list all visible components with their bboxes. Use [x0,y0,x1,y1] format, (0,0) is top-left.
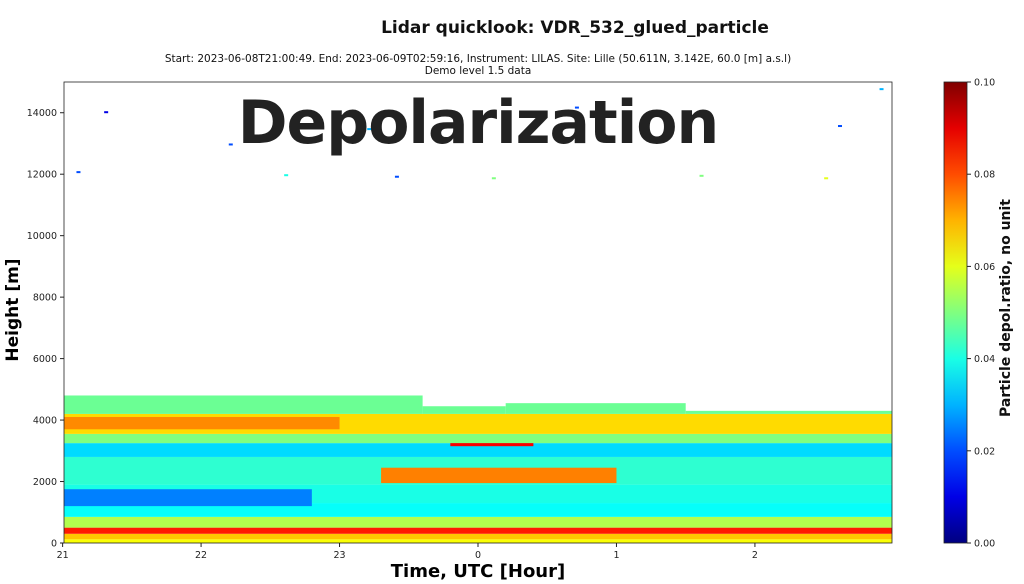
heatmap-layer [685,410,892,414]
heatmap-layer [64,416,340,430]
heatmap-point [699,174,704,177]
heatmap-point [394,175,399,178]
chart-subtitle-2: Demo level 1.5 data [424,65,532,77]
heatmap-point [824,177,829,180]
y-tick-label: 2000 [33,477,57,488]
heatmap-point [228,143,233,146]
colorbar [943,81,968,544]
colorbar-tick-label: 0.08 [974,170,995,181]
heatmap-point [76,171,81,174]
heatmap-layer [64,433,892,444]
heatmap-point [104,111,109,114]
heatmap-layer [64,489,312,507]
y-tick-label: 12000 [27,170,57,181]
heatmap-layer [64,443,892,457]
colorbar-label: Particle depol.ratio, no unit [998,199,1014,418]
heatmap-layer [381,467,617,484]
x-tick-label: 1 [613,550,619,561]
heatmap-point [367,128,372,131]
heatmap-layer [64,395,423,414]
heatmap-layer [64,516,892,528]
y-tick-label: 0 [51,539,57,550]
x-axis-label: Time, UTC [Hour] [390,561,566,582]
colorbar-axis: 0.00 0.02 0.04 0.06 0.08 0.10 [967,78,995,550]
x-tick-label: 23 [333,550,345,561]
y-tick-label: 10000 [27,231,57,242]
y-tick-label: 8000 [33,293,57,304]
axes: 21 22 23 0 1 2 0 2000 4000 6000 8000 10000 12000 1400… [27,108,758,561]
heatmap-point [491,177,496,180]
heatmap-layer [64,533,892,540]
chart-subtitle: Start: 2023-06-08T21:00:49. End: 2023-06… [164,53,792,65]
x-tick-label: 2 [752,550,758,561]
heatmap-layer [422,406,506,414]
y-tick-label: 4000 [33,416,57,427]
x-tick-label: 0 [475,550,481,561]
chart-title: Lidar quicklook: VDR_532_glued_particle [381,18,769,38]
watermark-text: Depolarization [237,88,719,158]
y-tick-label: 14000 [27,108,57,119]
heatmap-layer [64,527,892,534]
heatmap-point [838,125,842,128]
heatmap-point [284,174,289,177]
heatmap-area [64,88,892,543]
heatmap-layer [64,539,892,543]
heatmap-layer [505,403,686,414]
colorbar-tick-label: 0.02 [974,446,995,457]
y-tick-label: 6000 [33,354,57,365]
x-tick-label: 21 [57,550,69,561]
heatmap-point [879,88,884,91]
y-axis-label: Height [m] [3,258,23,362]
heatmap-layer [64,503,892,517]
colorbar-tick-label: 0.06 [974,262,995,273]
colorbar-tick-label: 0.04 [974,354,995,365]
colorbar-tick-label: 0.10 [974,78,995,89]
heatmap-point [574,106,579,109]
colorbar-tick-label: 0.00 [974,539,995,550]
x-tick-label: 22 [195,550,207,561]
